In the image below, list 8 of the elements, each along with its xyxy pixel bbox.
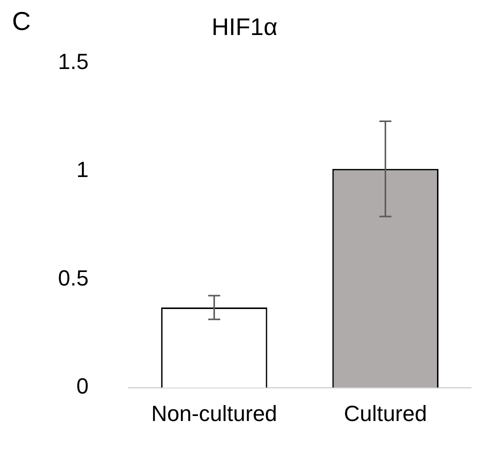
x-tick-label: Cultured	[344, 400, 427, 426]
y-tick-label: 0.5	[58, 265, 89, 290]
y-tick-label: 1.5	[58, 48, 89, 74]
x-tick-label: Non-cultured	[151, 400, 278, 426]
y-tick-label: 0	[76, 374, 89, 399]
chart-title: HIF1α	[212, 14, 278, 42]
y-tick-label: 1	[76, 157, 89, 182]
text: C	[12, 6, 31, 36]
